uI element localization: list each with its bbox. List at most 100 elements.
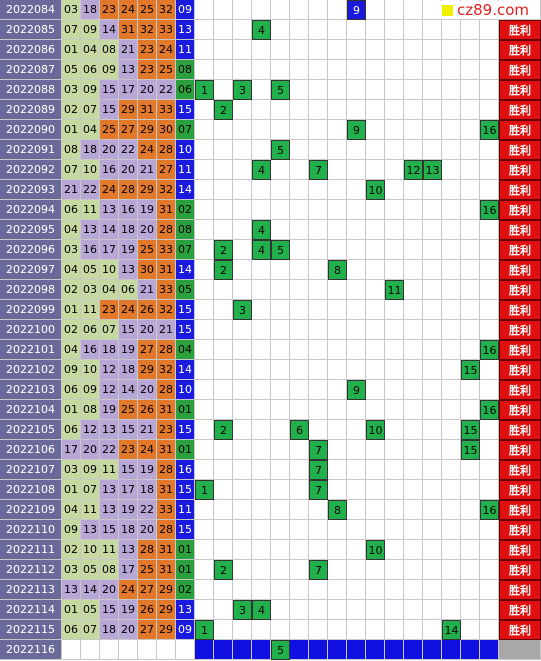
red-ball: 06	[62, 380, 81, 400]
grid-cell	[347, 400, 366, 420]
grid-cell	[404, 480, 423, 500]
red-ball: 13	[100, 480, 119, 500]
grid-cell	[404, 240, 423, 260]
issue-number: 2022102	[0, 360, 62, 380]
grid-cell	[366, 120, 385, 140]
grid-cell	[461, 340, 480, 360]
grid-cell	[366, 300, 385, 320]
grid-cell	[404, 40, 423, 60]
trend-mark: 11	[385, 280, 404, 300]
grid-cell	[366, 500, 385, 520]
red-ball: 25	[138, 240, 157, 260]
red-ball: 06	[62, 420, 81, 440]
red-ball: 13	[62, 580, 81, 600]
grid-cell	[423, 600, 442, 620]
issue-number: 2022087	[0, 60, 62, 80]
grid-cell	[252, 620, 271, 640]
grid-cell	[423, 480, 442, 500]
grid-cell	[423, 320, 442, 340]
issue-number: 2022088	[0, 80, 62, 100]
grid-cell	[442, 80, 461, 100]
red-ball: 18	[100, 620, 119, 640]
issue-number: 2022108	[0, 480, 62, 500]
grid-cell	[309, 0, 328, 20]
grid-cell	[385, 100, 404, 120]
grid-cell	[290, 300, 309, 320]
grid-cell	[233, 60, 252, 80]
red-ball: 24	[138, 440, 157, 460]
trend-mark: 2	[214, 240, 233, 260]
grid-cell	[442, 420, 461, 440]
grid-cell	[309, 360, 328, 380]
red-ball: 05	[81, 260, 100, 280]
blue-ball: 09	[176, 620, 195, 640]
grid-cell	[309, 540, 328, 560]
red-ball: 24	[119, 580, 138, 600]
red-ball: 30	[157, 120, 176, 140]
red-ball: 16	[119, 200, 138, 220]
result-empty	[499, 640, 541, 660]
grid-cell	[404, 440, 423, 460]
grid-cell	[252, 480, 271, 500]
grid-cell	[309, 140, 328, 160]
grid-cell	[328, 620, 347, 640]
grid-cell	[404, 400, 423, 420]
grid-cell	[461, 320, 480, 340]
grid-cell	[214, 640, 233, 660]
grid-cell	[233, 220, 252, 240]
grid-cell	[290, 540, 309, 560]
result: 胜利	[499, 240, 541, 260]
result: 胜利	[499, 600, 541, 620]
grid-cell	[423, 40, 442, 60]
red-ball: 20	[119, 620, 138, 640]
red-ball	[157, 640, 176, 660]
grid-cell	[404, 220, 423, 240]
grid-cell	[480, 280, 499, 300]
grid-cell	[404, 120, 423, 140]
trend-mark: 10	[366, 180, 385, 200]
red-ball: 16	[81, 340, 100, 360]
grid-cell	[214, 80, 233, 100]
red-ball: 31	[157, 260, 176, 280]
grid-cell	[195, 200, 214, 220]
grid-cell	[290, 280, 309, 300]
red-ball: 32	[138, 20, 157, 40]
grid-cell	[366, 340, 385, 360]
red-ball: 03	[62, 80, 81, 100]
grid-cell	[195, 580, 214, 600]
grid-cell	[404, 540, 423, 560]
blue-ball: 01	[176, 540, 195, 560]
grid-cell	[271, 620, 290, 640]
red-ball: 09	[62, 360, 81, 380]
red-ball: 05	[81, 560, 100, 580]
grid-cell	[290, 440, 309, 460]
grid-cell	[271, 420, 290, 440]
red-ball: 26	[138, 300, 157, 320]
grid-cell	[461, 460, 480, 480]
grid-cell	[271, 380, 290, 400]
result: 胜利	[499, 360, 541, 380]
grid-cell	[214, 40, 233, 60]
red-ball: 01	[62, 480, 81, 500]
issue-number: 2022097	[0, 260, 62, 280]
grid-cell	[214, 160, 233, 180]
blue-ball: 11	[176, 160, 195, 180]
trend-mark: 13	[423, 160, 442, 180]
grid-cell	[347, 260, 366, 280]
issue-number: 2022106	[0, 440, 62, 460]
grid-cell	[195, 400, 214, 420]
grid-cell	[328, 120, 347, 140]
grid-cell	[271, 540, 290, 560]
grid-cell	[423, 640, 442, 660]
grid-cell	[328, 20, 347, 40]
red-ball: 27	[157, 160, 176, 180]
blue-ball: 14	[176, 260, 195, 280]
grid-cell	[461, 200, 480, 220]
grid-cell	[271, 560, 290, 580]
grid-cell	[347, 640, 366, 660]
grid-cell	[328, 600, 347, 620]
issue-number: 2022107	[0, 460, 62, 480]
grid-cell	[347, 140, 366, 160]
grid-cell	[290, 400, 309, 420]
result: 胜利	[499, 620, 541, 640]
